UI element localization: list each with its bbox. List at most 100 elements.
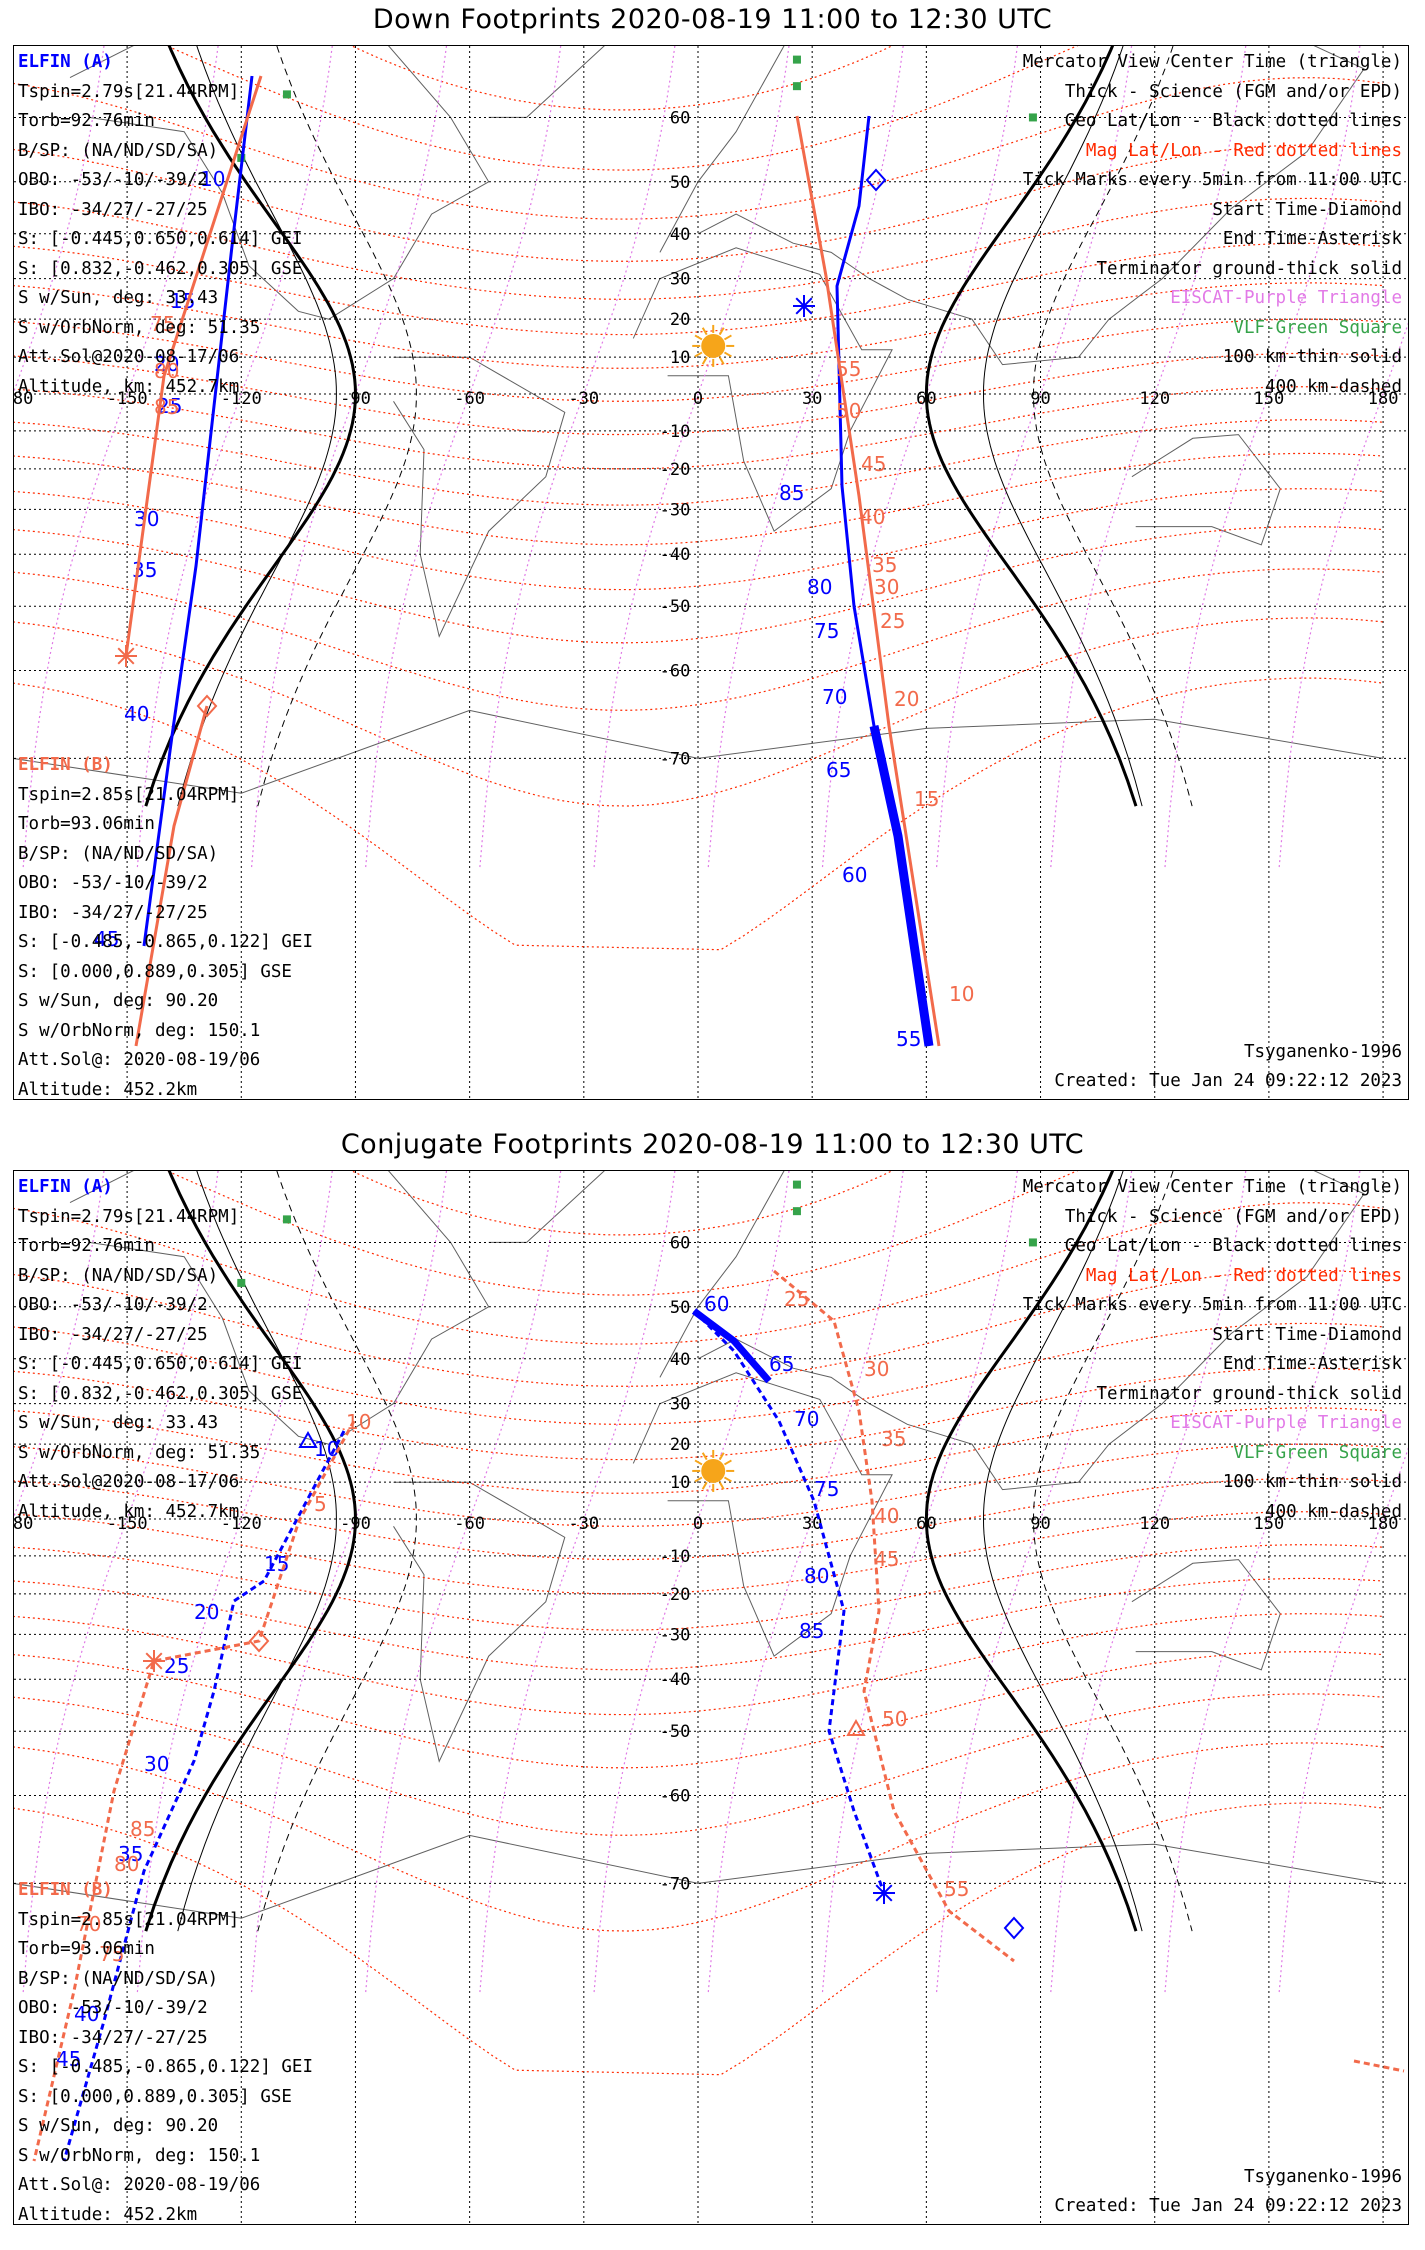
coastline bbox=[488, 46, 605, 118]
satellite-tracks: 10 15 20 25 30 35 40 45 60 65 70 75 80 85 5 10 70 75 80 85 2… bbox=[32, 1269, 1405, 2162]
tick-label: 30 bbox=[144, 1752, 169, 1776]
lat-tick-label: -40 bbox=[660, 1670, 691, 1690]
info-line: IBO: -34/27/-27/25 bbox=[18, 902, 208, 923]
sun-ray bbox=[701, 1481, 708, 1490]
terminator-400km-east bbox=[1032, 1171, 1193, 1932]
tick-label: 5 bbox=[314, 1492, 327, 1516]
map-frame: -180 -150 -120 -90 -60 -30 0 30 60 90 120 150 180 70 6… bbox=[13, 1170, 1409, 2225]
info-line: S w/Sun, deg: 90.20 bbox=[18, 2116, 219, 2136]
legend-item: Tick Marks every 5min from 11:00 UTC bbox=[1022, 170, 1402, 190]
info-line: B/SP: (NA/ND/SD/SA) bbox=[18, 843, 219, 864]
tick-label: 75 bbox=[150, 312, 175, 336]
vlf-square-icon bbox=[792, 1180, 801, 1189]
legend-item: Start Time-Diamond bbox=[1212, 1324, 1402, 1345]
sun-ray bbox=[718, 356, 725, 365]
mag-parallel bbox=[14, 318, 1384, 402]
info-line: Att.Sol@2020-08-17/06 bbox=[18, 347, 240, 367]
mag-parallel bbox=[14, 1613, 1384, 1716]
mag-meridian bbox=[1164, 1171, 1361, 1993]
info-line: S: [0.000,0.889,0.305] GSE bbox=[18, 2086, 292, 2107]
coastline bbox=[393, 356, 566, 638]
terminator-west bbox=[144, 1171, 358, 1932]
tick-label: 40 bbox=[124, 702, 149, 726]
mag-meridian bbox=[22, 1171, 219, 1993]
info-line: S w/OrbNorm, deg: 51.35 bbox=[18, 317, 261, 338]
sun-ray bbox=[694, 1476, 703, 1483]
info-line: B/SP: (NA/ND/SD/SA) bbox=[18, 1265, 219, 1286]
sun-ray bbox=[694, 1459, 703, 1466]
mag-parallel bbox=[14, 1693, 1384, 1836]
mag-meridian bbox=[136, 46, 333, 868]
lat-tick-label: 60 bbox=[670, 108, 690, 128]
asterisk-stroke bbox=[117, 647, 135, 665]
tick-label: 60 bbox=[704, 1292, 729, 1316]
legend-item: Mercator View Center Time (triangle) bbox=[1022, 1177, 1402, 1197]
mag-meridian bbox=[1278, 1447, 1408, 1993]
mag-parallel bbox=[14, 617, 1384, 807]
info-line: IBO: -34/27/-27/25 bbox=[18, 199, 208, 220]
lon-tick-label: -180 bbox=[14, 1514, 33, 1534]
tick-label: 75 bbox=[814, 1477, 839, 1501]
sun-ray bbox=[718, 1481, 725, 1490]
mag-meridian bbox=[1050, 1171, 1247, 1993]
elfin-a-label: ELFIN (A) bbox=[18, 52, 113, 72]
tick-label: 85 bbox=[130, 1817, 155, 1841]
terminator-100km-east bbox=[982, 46, 1143, 807]
lon-tick-label: -30 bbox=[568, 389, 599, 409]
lat-tick-label: -70 bbox=[660, 1874, 691, 1894]
lat-tick-label: -50 bbox=[660, 1722, 691, 1742]
info-line: Att.Sol@: 2020-08-19/06 bbox=[18, 1050, 261, 1070]
lat-tick-label: -30 bbox=[660, 1625, 691, 1645]
tick-label: 70 bbox=[822, 685, 847, 709]
created-timestamp: Created: Tue Jan 24 09:22:12 2023 bbox=[1054, 1071, 1402, 1091]
mag-parallel bbox=[14, 1577, 1384, 1671]
mag-parallel bbox=[14, 1511, 1384, 1595]
legend-item: Tick Marks every 5min from 11:00 UTC bbox=[1022, 1295, 1402, 1315]
info-line: Torb=93.06min bbox=[18, 1939, 155, 1959]
geo-grid bbox=[14, 46, 1408, 1099]
tick-label: 50 bbox=[882, 1707, 907, 1731]
end-asterisk-icon bbox=[115, 645, 137, 667]
lon-tick-label: 90 bbox=[1030, 1514, 1050, 1534]
end-asterisk-icon bbox=[873, 1882, 895, 1904]
center-triangle-icon bbox=[298, 1430, 318, 1448]
info-line: S w/OrbNorm, deg: 150.1 bbox=[18, 1020, 261, 1041]
lat-tick-label: -20 bbox=[660, 1585, 691, 1605]
tick-label: 10 bbox=[949, 982, 974, 1006]
legend-item: VLF-Green Square bbox=[1233, 317, 1402, 338]
start-diamond-icon bbox=[196, 694, 218, 718]
lon-tick-label: 150 bbox=[1254, 389, 1285, 409]
coastline bbox=[488, 1171, 605, 1243]
sun-ray bbox=[701, 1452, 708, 1461]
axis-labels: -180 -150 -120 -90 -60 -30 0 30 60 90 120 150 180 70 6… bbox=[14, 108, 1399, 769]
lat-tick-label: -20 bbox=[660, 460, 691, 480]
mag-meridian bbox=[593, 46, 790, 868]
lat-tick-label: 40 bbox=[670, 225, 690, 245]
lon-tick-label: -150 bbox=[107, 389, 148, 409]
mag-parallel bbox=[165, 46, 1079, 171]
terminator-400km-west bbox=[257, 46, 417, 807]
elfin-b-info: ELFIN (B) Tspin=2.85s[21.04RPM] Torb=93.… bbox=[18, 751, 313, 1099]
vlf-square-icon bbox=[792, 55, 801, 64]
legend-item: Thick - Science (FGM and/or EPD) bbox=[1064, 1206, 1402, 1227]
tick-label: 40 bbox=[860, 505, 885, 529]
tick-label: 80 bbox=[154, 359, 179, 383]
lon-tick-label: 0 bbox=[693, 1514, 703, 1534]
lat-tick-label: 10 bbox=[670, 1473, 690, 1493]
mag-parallel bbox=[14, 488, 1384, 591]
lon-tick-label: 180 bbox=[1368, 389, 1399, 409]
info-line: Tspin=2.85s[21.04RPM] bbox=[18, 1909, 240, 1930]
elfin-b-label: ELFIN (B) bbox=[18, 1880, 113, 1900]
mag-parallel bbox=[14, 1742, 1384, 1932]
lon-tick-label: -90 bbox=[340, 389, 371, 409]
terminator-east bbox=[924, 46, 1138, 807]
mag-grid bbox=[14, 1171, 1384, 2076]
mag-parallel bbox=[14, 452, 1384, 546]
stations bbox=[237, 1180, 1037, 1287]
tick-label: 50 bbox=[836, 399, 861, 423]
tick-label: 15 bbox=[264, 1552, 289, 1576]
legend-item: End Time-Asterisk bbox=[1222, 229, 1402, 249]
lon-tick-label: -90 bbox=[340, 1514, 371, 1534]
tick-label: 55 bbox=[896, 1027, 921, 1051]
terminator bbox=[144, 46, 1193, 807]
